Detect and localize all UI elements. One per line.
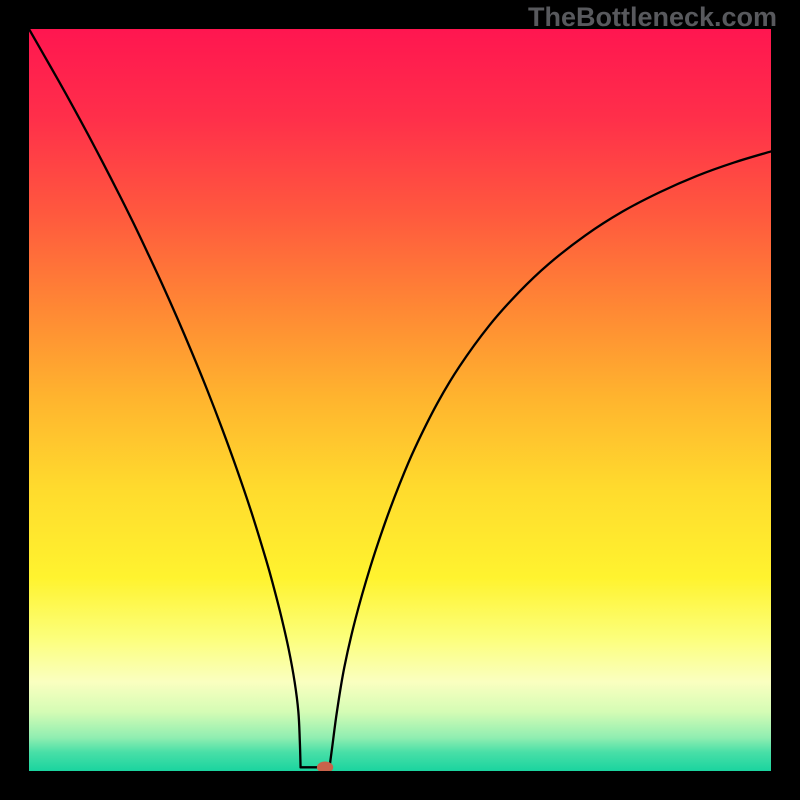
chart-frame: TheBottleneck.com [0,0,800,800]
plot-area [29,29,771,771]
watermark-label: TheBottleneck.com [528,2,777,33]
chart-svg [29,29,771,771]
gradient-background [29,29,771,771]
